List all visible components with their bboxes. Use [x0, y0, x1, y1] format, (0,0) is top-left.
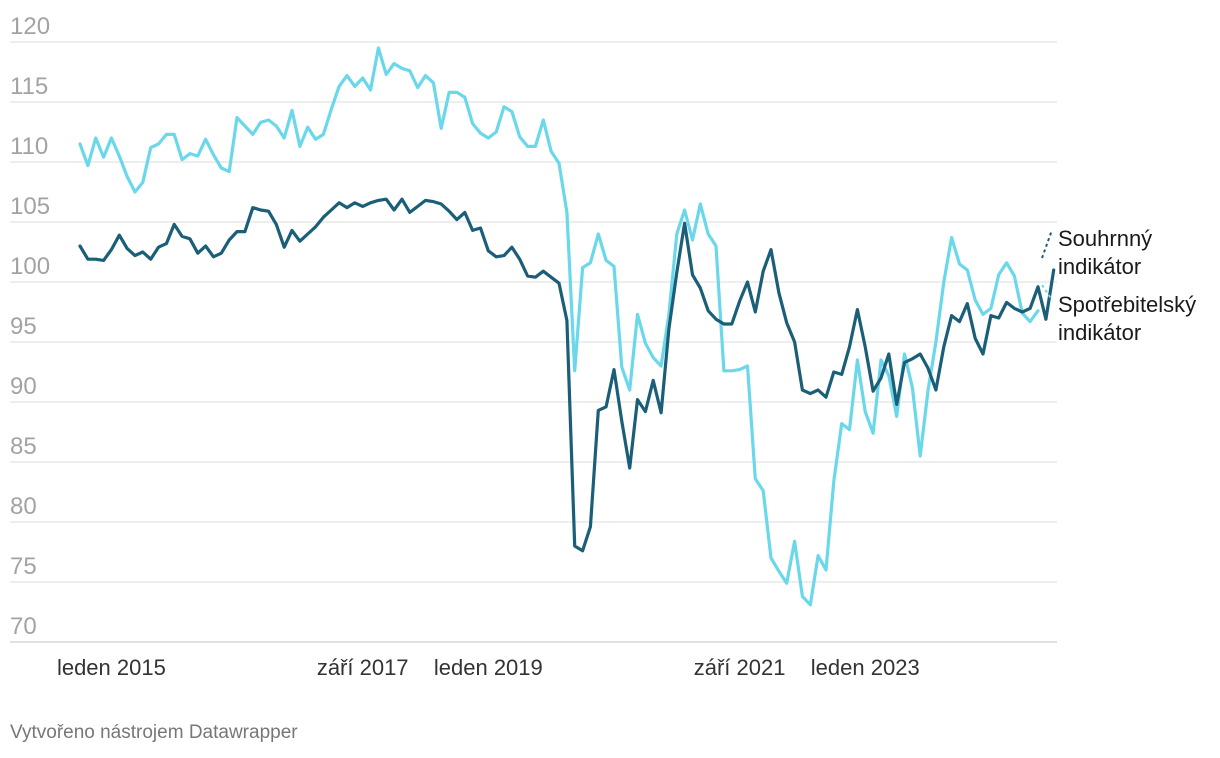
x-tick-label: leden 2023: [811, 655, 920, 680]
legend-connector-souhrnny: [1041, 229, 1053, 259]
y-tick-label: 105: [10, 193, 50, 220]
x-tick-label: leden 2019: [434, 655, 543, 680]
series-line-spotrebitelsky: [78, 46, 1040, 607]
x-tick-label: září 2017: [317, 655, 409, 680]
grid-lines: [10, 41, 1057, 643]
y-tick-label: 120: [10, 13, 50, 40]
y-tick-label: 110: [10, 133, 48, 160]
x-tick-label: září 2021: [694, 655, 786, 680]
y-tick-label: 90: [10, 373, 37, 400]
y-tick-label: 85: [10, 433, 37, 460]
series-lines: [78, 46, 1056, 607]
x-axis: leden 2015 září 2017 leden 2019 září 2021 le…: [57, 655, 920, 680]
legend-label-spotrebitelsky: Spotřebitelský indikátor: [1058, 292, 1202, 345]
series-line-souhrnny: [78, 197, 1056, 553]
footer-credit: Vytvořeno nástrojem Datawrapper: [10, 722, 298, 743]
y-tick-label: 100: [10, 253, 50, 280]
y-tick-label: 75: [10, 553, 37, 580]
legend-label-souhrnny: Souhrnný indikátor: [1058, 226, 1158, 279]
y-tick-label: 95: [10, 313, 37, 340]
legend: Souhrnný indikátor Spotřebitelský indiká…: [1041, 226, 1202, 345]
y-tick-label: 70: [10, 613, 37, 640]
y-axis: 120 115 110 105 100 95 90 85 80 75 70: [10, 13, 50, 640]
y-tick-label: 80: [10, 493, 37, 520]
y-tick-label: 115: [10, 73, 48, 100]
x-tick-label: leden 2015: [57, 655, 166, 680]
